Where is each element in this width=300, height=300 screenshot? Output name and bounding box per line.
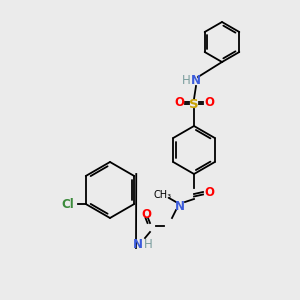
Text: S: S (189, 98, 199, 110)
Text: O: O (141, 208, 151, 220)
Text: O: O (204, 97, 214, 110)
Text: H: H (144, 238, 152, 250)
Text: O: O (204, 185, 214, 199)
Text: N: N (191, 74, 201, 88)
Text: O: O (174, 97, 184, 110)
Text: CH₃: CH₃ (154, 190, 172, 200)
Text: N: N (175, 200, 185, 212)
Text: Cl: Cl (61, 197, 74, 211)
Text: H: H (182, 74, 190, 88)
Text: N: N (133, 238, 143, 250)
